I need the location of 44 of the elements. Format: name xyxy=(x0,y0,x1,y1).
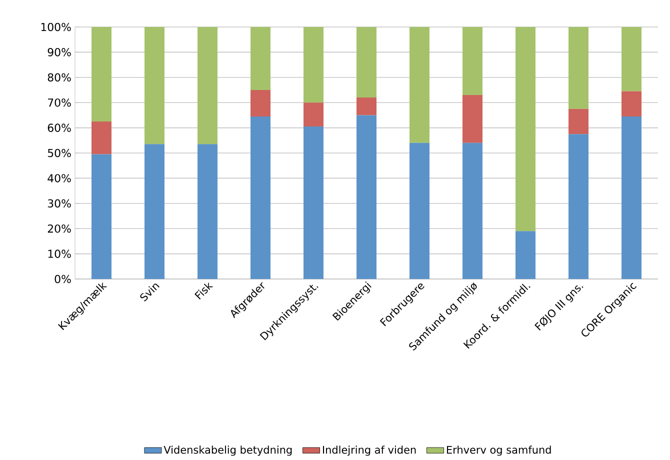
legend-label: Videnskabelig betydning xyxy=(164,446,292,456)
bar xyxy=(92,121,112,154)
bar xyxy=(356,115,377,279)
bar xyxy=(250,26,271,90)
legend-label: Indlejring af viden xyxy=(323,446,416,456)
bar xyxy=(462,26,483,96)
y-tick-label: 70% xyxy=(48,98,71,107)
bar xyxy=(516,26,536,232)
bar xyxy=(568,134,589,279)
y-tick-label: 50% xyxy=(48,148,71,158)
x-tick-label: Fisk xyxy=(194,282,214,300)
bar xyxy=(462,142,483,279)
bar xyxy=(198,144,218,279)
bar xyxy=(198,26,218,144)
y-tick-label: 10% xyxy=(48,250,71,258)
y-tick-label: 60% xyxy=(48,124,71,132)
bar xyxy=(622,26,642,92)
bar xyxy=(410,26,430,143)
y-tick-label: 30% xyxy=(48,199,71,208)
bar xyxy=(144,26,165,144)
bar xyxy=(516,231,536,279)
bar xyxy=(144,144,165,279)
bar xyxy=(356,98,377,116)
bar xyxy=(622,116,642,279)
bar xyxy=(568,108,589,134)
bar xyxy=(622,91,642,116)
y-tick-label: 100% xyxy=(41,22,71,32)
bar xyxy=(304,126,324,279)
bar xyxy=(92,26,112,122)
bar xyxy=(304,26,324,103)
bar xyxy=(410,142,430,279)
bar xyxy=(250,90,271,116)
bar xyxy=(568,26,589,109)
bar xyxy=(92,154,112,279)
y-tick-label: 90% xyxy=(48,48,71,56)
bar xyxy=(304,102,324,127)
y-tick-label: 40% xyxy=(48,174,71,182)
y-tick-label: 80% xyxy=(48,73,71,82)
y-tick-label: 20% xyxy=(48,224,71,233)
y-tick-label: 0% xyxy=(54,274,71,284)
bar xyxy=(462,95,483,143)
legend-label: Erhverv og samfund xyxy=(446,446,551,456)
bar xyxy=(250,116,271,279)
bar xyxy=(356,26,377,98)
